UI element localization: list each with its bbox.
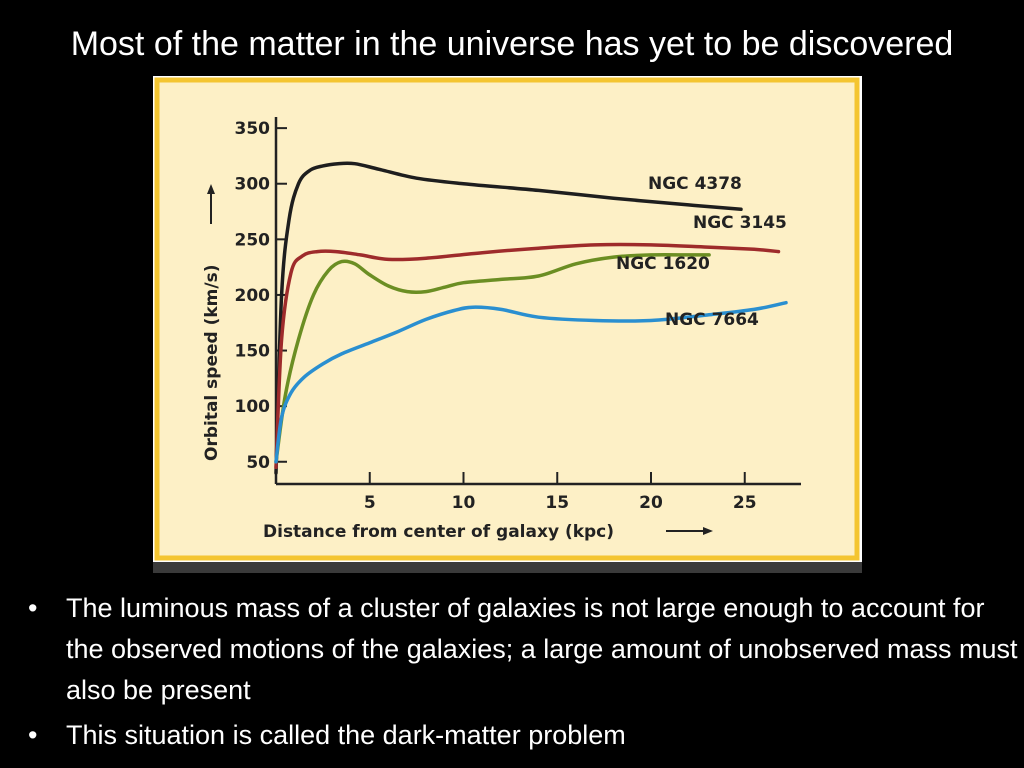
- y-tick-label: 50: [246, 453, 270, 473]
- x-tick-label: 5: [364, 493, 376, 513]
- bullet-dot: •: [28, 593, 38, 623]
- series-line-ngc-4378: [274, 161, 743, 475]
- x-tick-label: 25: [733, 493, 757, 513]
- series-label-ngc-7664: NGC 7664: [665, 310, 759, 330]
- x-tick-label: 20: [639, 493, 663, 513]
- series-line-ngc-7664: [274, 300, 788, 464]
- series-line-ngc-1620: [274, 252, 711, 464]
- chart-figure: 50 100 150 200 250 300 350 5 10 15 20 25 NGC 4378 NG…: [153, 76, 862, 573]
- slide-title: Most of the matter in the universe has y…: [70, 25, 954, 63]
- series-label-ngc-1620: NGC 1620: [616, 254, 710, 274]
- y-tick-label: 300: [235, 175, 271, 195]
- series-labels: NGC 4378 NGC 3145 NGC 1620 NGC 7664: [616, 174, 787, 330]
- series-lines: [274, 161, 788, 475]
- series-label-ngc-3145: NGC 3145: [693, 213, 787, 233]
- series-line-ngc-3145: [274, 242, 781, 470]
- y-tick-label: 100: [235, 397, 271, 417]
- bullet-item: • This situation is called the dark-matt…: [28, 715, 1018, 756]
- series-label-ngc-4378: NGC 4378: [648, 174, 742, 194]
- y-tick-label: 350: [235, 119, 271, 139]
- chart-bottom-bar: [153, 562, 862, 573]
- bullet-item: • The luminous mass of a cluster of gala…: [28, 588, 1018, 711]
- bullet-text: This situation is called the dark-matter…: [66, 720, 626, 750]
- bullet-dot: •: [28, 720, 38, 750]
- y-tick-label: 150: [235, 342, 271, 362]
- y-axis-title: Orbital speed (km/s): [202, 265, 222, 462]
- x-tick-label: 15: [545, 493, 569, 513]
- x-axis-arrow-head: [703, 527, 713, 535]
- y-axis-arrow-head: [207, 184, 215, 194]
- y-tick-label: 250: [235, 230, 271, 250]
- axes: 50 100 150 200 250 300 350 5 10 15 20 25: [235, 117, 801, 513]
- y-tick-label: 200: [235, 286, 271, 306]
- chart-background: [154, 77, 860, 561]
- x-tick-label: 10: [452, 493, 476, 513]
- bullet-list: • The luminous mass of a cluster of gala…: [28, 588, 1018, 760]
- bullet-text: The luminous mass of a cluster of galaxi…: [66, 593, 1018, 705]
- x-axis-title: Distance from center of galaxy (kpc): [263, 522, 614, 542]
